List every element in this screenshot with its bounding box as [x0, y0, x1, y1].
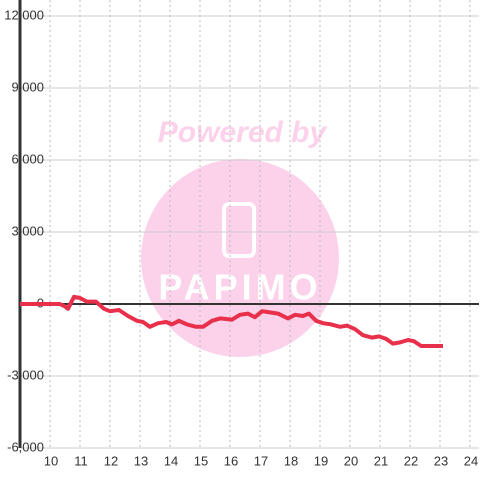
x-tick-label: 24: [464, 453, 478, 468]
x-tick-label: 18: [284, 453, 298, 468]
y-tick-label: -3,000: [7, 367, 44, 382]
x-tick-label: 20: [344, 453, 358, 468]
x-tick-label: 17: [254, 453, 268, 468]
x-tick-label: 11: [74, 453, 88, 468]
x-tick-label: 12: [104, 453, 118, 468]
x-tick-label: 23: [434, 453, 448, 468]
x-tick-label: 13: [134, 453, 148, 468]
y-tick-label: 3,000: [11, 223, 44, 238]
x-tick-label: 15: [194, 453, 208, 468]
x-tick-label: 10: [44, 453, 58, 468]
y-tick-label: 9,000: [11, 79, 44, 94]
x-tick-label: 21: [374, 453, 388, 468]
y-tick-label: 6,000: [11, 151, 44, 166]
watermark: Powered by PAPIMO: [141, 116, 339, 357]
watermark-title: Powered by: [158, 116, 328, 149]
watermark-circle: [141, 159, 339, 357]
x-tick-label: 16: [224, 453, 238, 468]
x-tick-label: 19: [314, 453, 328, 468]
y-tick-label: -6,000: [7, 439, 44, 454]
x-tick-label: 22: [404, 453, 418, 468]
y-tick-label: 12,000: [4, 7, 44, 22]
data-line: [20, 294, 443, 348]
x-tick-label: 14: [164, 453, 178, 468]
watermark-logo: PAPIMO: [158, 267, 321, 308]
watermark-icon: [222, 202, 256, 258]
